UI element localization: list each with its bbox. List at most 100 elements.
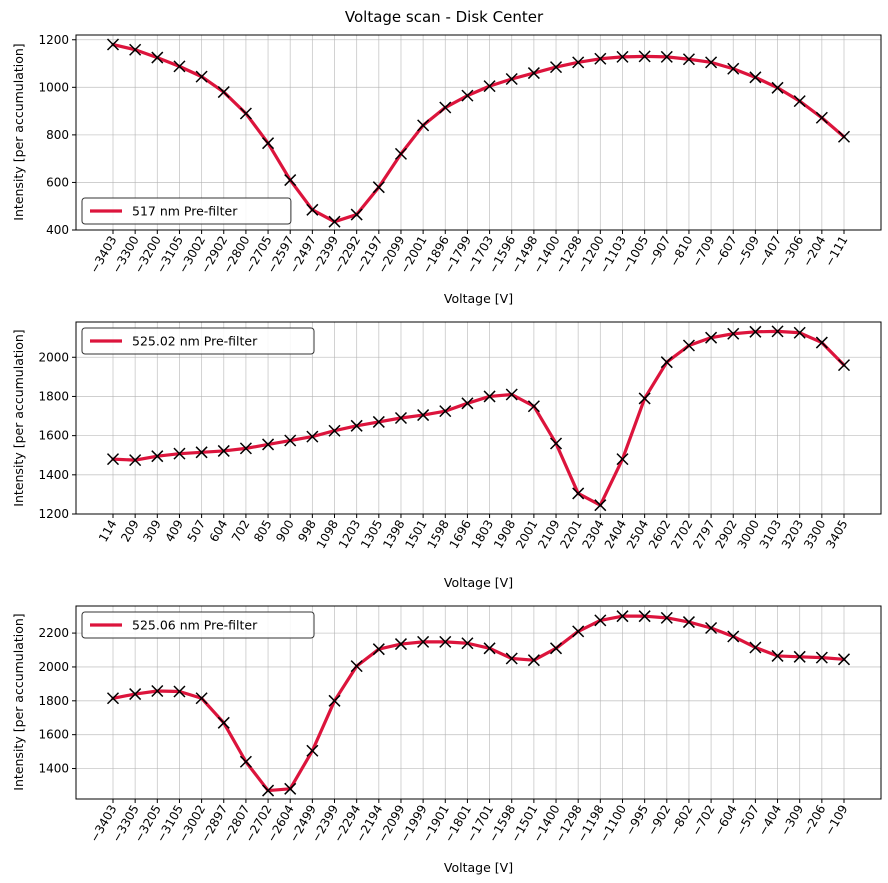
- data-point-marker: [284, 174, 297, 187]
- data-point-marker: [815, 336, 828, 349]
- series-line: [111, 614, 846, 793]
- data-point-marker: [483, 80, 496, 93]
- y-tick-label: 1000: [38, 80, 69, 94]
- legend-box: [81, 327, 315, 355]
- x-axis-label: Voltage [V]: [444, 575, 513, 590]
- data-point-marker: [682, 53, 695, 66]
- data-point-marker: [173, 60, 186, 73]
- x-tick-label: 209: [118, 518, 142, 545]
- data-point-marker: [837, 653, 851, 666]
- series-line: [111, 329, 846, 507]
- x-tick-label: 2702: [668, 518, 695, 551]
- data-point-marker: [505, 652, 518, 665]
- data-point-marker: [505, 72, 518, 86]
- data-point-marker: [173, 447, 186, 460]
- chart-panel-3: 14001600180020002200−3403−3305−3205−3105…: [11, 605, 882, 875]
- data-point-marker: [705, 621, 718, 635]
- y-tick-label: 1600: [38, 728, 69, 742]
- x-tick-label: 900: [273, 518, 297, 545]
- legend-label: 525.06 nm Pre-filter: [132, 618, 258, 633]
- data-point-marker: [638, 50, 651, 63]
- x-tick-label: 2797: [690, 518, 717, 551]
- data-point-marker: [106, 692, 120, 705]
- data-point-marker: [417, 409, 430, 422]
- legend-box: [81, 197, 292, 225]
- x-tick-label: 702: [229, 518, 253, 545]
- x-tick-label: 2404: [602, 518, 629, 551]
- x-tick-label: 2602: [646, 518, 673, 551]
- data-point-marker: [572, 625, 585, 638]
- data-point-marker: [527, 654, 540, 667]
- data-point-marker: [439, 405, 452, 418]
- y-tick-label: 2000: [38, 350, 69, 364]
- data-point-marker: [793, 326, 806, 339]
- data-point-marker: [660, 611, 673, 624]
- data-point-marker: [151, 684, 164, 698]
- data-point-marker: [394, 411, 408, 425]
- data-point-marker: [284, 434, 297, 447]
- y-tick-label: 1600: [38, 429, 69, 443]
- y-tick-label: 1800: [38, 389, 69, 403]
- y-tick-label: 1800: [38, 694, 69, 708]
- x-tick-label: 1203: [336, 518, 363, 551]
- data-point-marker: [461, 89, 474, 102]
- data-point-marker: [328, 694, 341, 707]
- x-tick-label: 1696: [447, 518, 474, 551]
- x-axis-label: Voltage [V]: [444, 291, 513, 306]
- axes-frame: [75, 34, 882, 231]
- x-tick-label: 3203: [779, 518, 806, 551]
- data-point-marker: [461, 637, 474, 650]
- data-point-marker: [195, 70, 208, 83]
- data-point-marker: [572, 487, 585, 500]
- data-point-marker: [350, 419, 363, 432]
- x-tick-label: −111: [822, 234, 851, 270]
- data-point-marker: [129, 454, 142, 467]
- x-tick-label: 1305: [358, 518, 385, 551]
- data-point-marker: [461, 397, 474, 410]
- data-point-marker: [106, 38, 120, 51]
- x-tick-label: 3000: [735, 518, 762, 551]
- x-tick-label: 2001: [513, 518, 540, 551]
- axes-frame: [75, 321, 882, 515]
- data-point-marker: [417, 119, 430, 132]
- data-point-marker: [217, 86, 230, 99]
- data-point-marker: [705, 56, 718, 69]
- x-axis-label: Voltage [V]: [444, 860, 513, 875]
- data-point-marker: [549, 61, 563, 74]
- data-point-marker: [771, 649, 784, 662]
- y-tick-label: 600: [46, 175, 69, 189]
- data-point-marker: [638, 392, 651, 405]
- data-point-marker: [749, 325, 762, 338]
- data-point-marker: [793, 95, 806, 108]
- data-point-marker: [372, 181, 385, 194]
- data-point-marker: [328, 215, 341, 228]
- chart-panel-1: 40060080010001200−3403−3300−3200−3105−30…: [11, 33, 882, 306]
- data-point-marker: [262, 137, 275, 150]
- data-point-marker: [660, 356, 673, 369]
- data-point-marker: [284, 782, 297, 795]
- data-point-marker: [106, 453, 120, 466]
- data-point-marker: [749, 71, 762, 84]
- x-tick-label: 507: [185, 518, 209, 545]
- data-point-marker: [262, 784, 275, 797]
- data-point-marker: [727, 327, 740, 340]
- data-point-marker: [306, 203, 319, 216]
- x-tick-label: 1803: [469, 518, 496, 551]
- axes-frame: [75, 605, 882, 800]
- data-point-marker: [527, 67, 540, 80]
- data-point-marker: [771, 325, 784, 338]
- data-point-marker: [616, 50, 629, 63]
- x-tick-label: 114: [96, 518, 120, 545]
- x-tick-label: −109: [822, 803, 851, 839]
- data-point-marker: [372, 643, 385, 656]
- x-tick-label: 805: [251, 518, 275, 545]
- data-point-marker: [239, 442, 252, 455]
- data-point-marker: [527, 400, 540, 413]
- data-point-marker: [727, 630, 740, 643]
- x-tick-label: 309: [140, 518, 164, 545]
- data-point-marker: [328, 424, 341, 437]
- figure-title: Voltage scan - Disk Center: [345, 8, 544, 26]
- data-point-marker: [195, 692, 208, 705]
- data-point-marker: [549, 437, 563, 450]
